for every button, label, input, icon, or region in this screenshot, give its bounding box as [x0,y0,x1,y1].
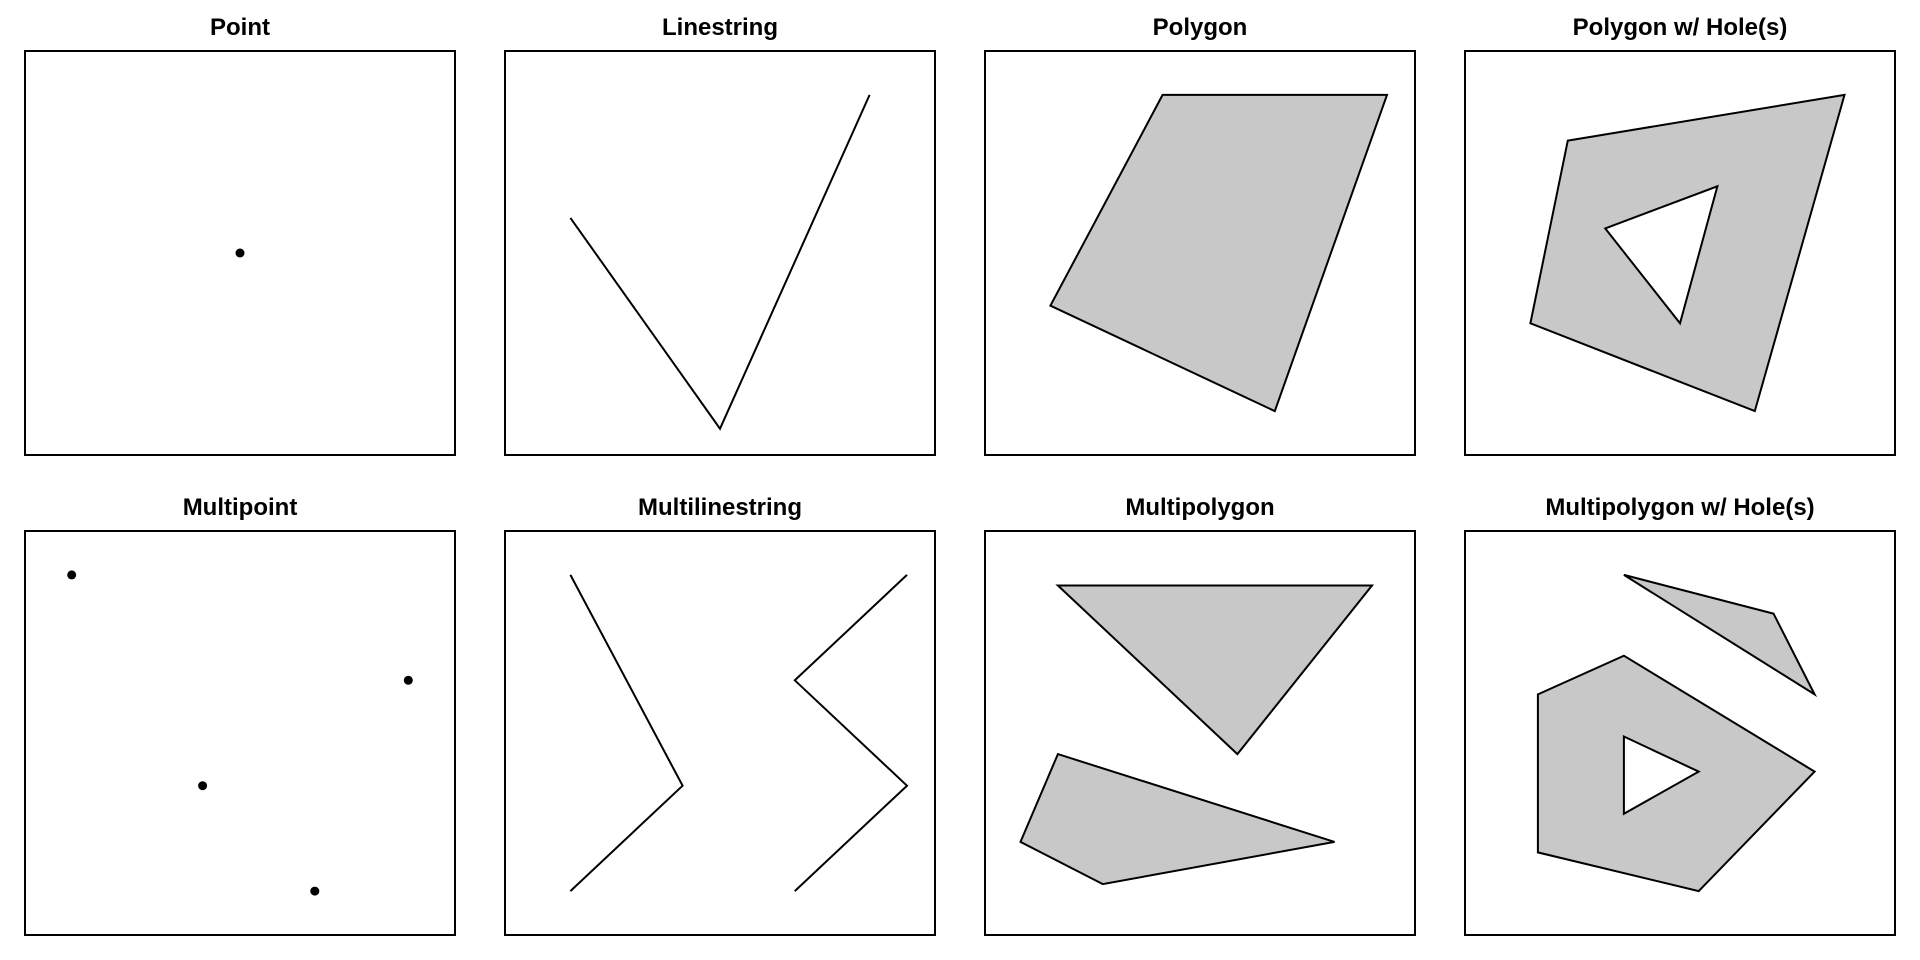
plot-area [1019,584,1375,886]
panel-grid: Point Linestring Polygon Polygon w/ Hole(s)… [24,14,1896,936]
panel-multipoint: Multipoint [24,494,456,936]
plot-area [1529,93,1846,413]
panel-frame [1464,530,1896,936]
panel-title: Multilinestring [638,494,802,521]
panel-frame [24,530,456,936]
panel-polygon: Polygon [984,14,1416,456]
point-marker [310,886,320,896]
plot-area [67,570,413,896]
polygon-shape [1019,752,1335,886]
panel-multipolygon-with-holes: Multipolygon w/ Hole(s) [1464,494,1896,936]
panel-title: Multipoint [183,494,298,521]
plot-area [235,248,245,258]
polygon-with-hole-shape [1536,654,1817,893]
polygon-with-hole-shape [1529,93,1846,413]
panel-polygon-with-holes: Polygon w/ Hole(s) [1464,14,1896,456]
panel-multilinestring: Multilinestring [504,494,936,936]
panel-frame [1464,50,1896,456]
panel-frame [984,50,1416,456]
point-marker [198,781,208,791]
polygon-shape [1623,573,1818,698]
panel-title: Polygon [1153,14,1248,41]
panel-title: Multipolygon [1125,494,1274,521]
point-marker [67,570,77,580]
linestring-path [793,574,909,892]
plot-area [1536,573,1818,893]
panel-linestring: Linestring [504,14,936,456]
panel-title: Linestring [662,14,778,41]
point-marker [403,675,413,685]
panel-frame [24,50,456,456]
panel-frame [504,50,936,456]
linestring-path [569,574,684,892]
polygon-shape [1049,93,1389,413]
polygon-shape [1055,584,1375,756]
panel-frame [504,530,936,936]
panel-title: Multipolygon w/ Hole(s) [1545,494,1814,521]
panel-multipolygon: Multipolygon [984,494,1416,936]
linestring-path [569,94,871,431]
panel-point: Point [24,14,456,456]
panel-frame [984,530,1416,936]
plot-area [569,574,909,892]
plot-area [1049,93,1389,413]
point-marker [235,248,245,258]
plot-area [569,94,871,431]
panel-title: Point [210,14,270,41]
panel-title: Polygon w/ Hole(s) [1573,14,1788,41]
